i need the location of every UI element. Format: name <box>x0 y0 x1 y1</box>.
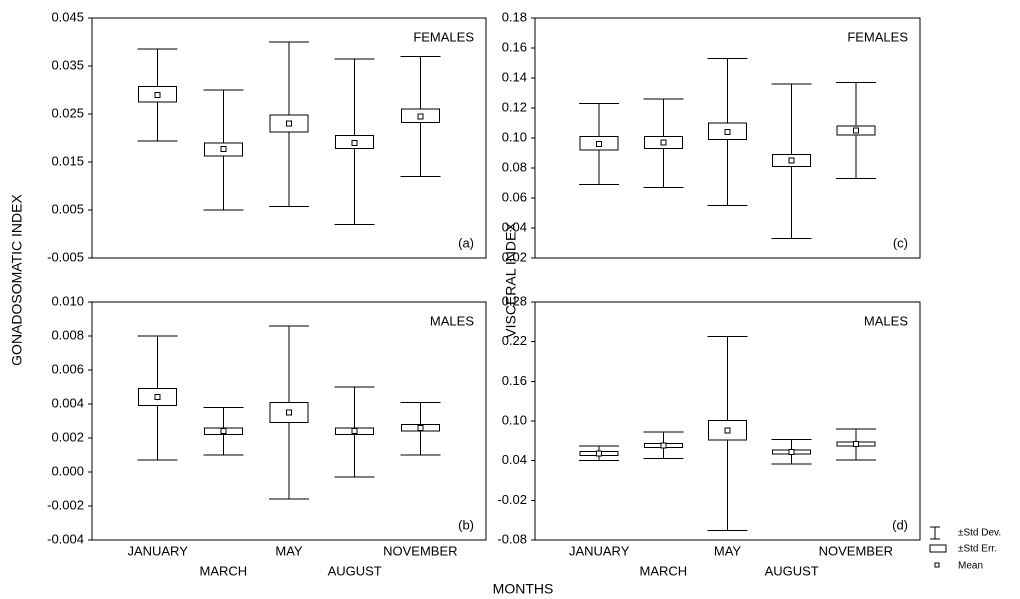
y-tick-label: 0.16 <box>502 39 527 54</box>
y-tick-label: -0.02 <box>497 492 527 507</box>
legend-label: ±Std Err. <box>958 544 997 555</box>
x-tick-label: MARCH <box>199 563 247 578</box>
x-tick-label: NOVEMBER <box>383 543 457 558</box>
legend-label: ±Std Dev. <box>958 528 1001 539</box>
x-tick-label: NOVEMBER <box>819 543 893 558</box>
y-tick-label: 0.035 <box>51 57 84 72</box>
mean-marker <box>417 424 424 431</box>
mean-marker <box>660 442 667 449</box>
annotation: MALES <box>864 313 908 328</box>
panel-label: (c) <box>893 235 908 250</box>
y-tick-label: 0.28 <box>502 293 527 308</box>
mean-marker <box>852 127 859 134</box>
y-axis-label: GONADOSOMATIC INDEX <box>9 194 25 366</box>
y-axis-label: VISCERAL INDEX <box>503 222 519 338</box>
mean-marker <box>788 157 795 164</box>
y-tick-label: -0.08 <box>497 531 527 546</box>
y-tick-label: 0.10 <box>502 412 527 427</box>
y-tick-label: -0.002 <box>47 497 84 512</box>
mean-marker <box>660 139 667 146</box>
mean-marker <box>220 428 227 435</box>
y-tick-label: 0.015 <box>51 153 84 168</box>
x-tick-label: AUGUST <box>765 563 819 578</box>
y-tick-label: 0.04 <box>502 219 527 234</box>
y-tick-label: 0.025 <box>51 105 84 120</box>
plot-frame <box>91 17 487 259</box>
mean-marker <box>724 129 731 135</box>
mean-marker <box>220 146 227 153</box>
legend: ±Std Dev. ±Std Err. Mean <box>929 526 1001 572</box>
mean-marker <box>154 91 161 98</box>
legend-label: Mean <box>958 561 983 572</box>
mean-marker <box>286 409 292 416</box>
mean-marker <box>724 427 731 434</box>
x-tick-label: JANUARY <box>127 543 188 558</box>
x-tick-label: JANUARY <box>569 543 630 558</box>
mean-marker <box>788 449 795 456</box>
y-tick-label: 0.002 <box>51 429 84 444</box>
x-tick-label: MAY <box>714 543 742 558</box>
y-tick-label: 0.045 <box>51 9 84 24</box>
mean-marker <box>286 120 292 127</box>
panel-label: (a) <box>458 235 474 250</box>
x-tick-label: MAY <box>275 543 303 558</box>
x-tick-label: MARCH <box>639 563 687 578</box>
y-tick-label: -0.005 <box>47 249 84 264</box>
y-tick-label: -0.004 <box>47 531 84 546</box>
y-tick-label: 0.02 <box>502 249 527 264</box>
x-axis-label: MONTHS <box>493 581 554 597</box>
y-tick-label: 0.006 <box>51 361 84 376</box>
y-tick-label: 0.004 <box>51 395 84 410</box>
y-tick-label: 0.18 <box>502 9 527 24</box>
y-tick-label: 0.008 <box>51 327 84 342</box>
y-tick-label: 0.10 <box>502 129 527 144</box>
y-tick-label: 0.010 <box>51 293 84 308</box>
mean-marker <box>417 113 424 120</box>
mean-marker <box>351 139 358 146</box>
mean-marker <box>852 441 859 448</box>
panel-label: (b) <box>458 517 474 532</box>
y-tick-label: 0.06 <box>502 189 527 204</box>
legend-symbol <box>929 544 947 553</box>
y-tick-label: 0.16 <box>502 373 527 388</box>
plot-frame <box>91 301 487 541</box>
y-tick-label: 0.22 <box>502 333 527 348</box>
y-tick-label: 0.000 <box>51 463 84 478</box>
annotation: MALES <box>430 313 474 328</box>
mean-marker <box>596 141 603 147</box>
mean-marker <box>154 394 161 401</box>
y-tick-label: 0.12 <box>502 99 527 114</box>
mean-marker <box>596 450 603 457</box>
annotation: FEMALES <box>413 29 474 44</box>
y-tick-label: 0.08 <box>502 159 527 174</box>
y-tick-label: 0.14 <box>502 69 527 84</box>
y-tick-label: 0.04 <box>502 452 527 467</box>
annotation: FEMALES <box>847 29 908 44</box>
x-tick-label: AUGUST <box>328 563 382 578</box>
panel-label: (d) <box>892 517 908 532</box>
y-tick-label: 0.005 <box>51 201 84 216</box>
mean-marker <box>351 428 358 435</box>
legend-symbol <box>934 562 940 568</box>
